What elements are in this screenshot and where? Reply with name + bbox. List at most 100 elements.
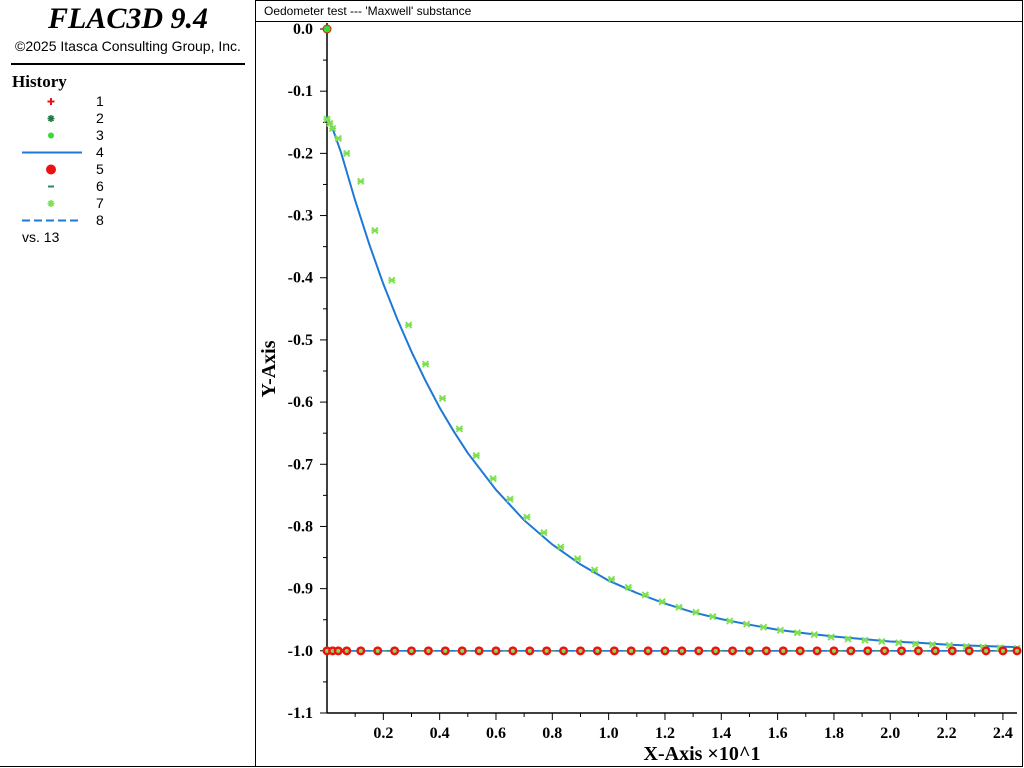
series-7-point [438,394,447,402]
dashed-line-icon [22,219,82,222]
legend-label: 2 [96,110,104,126]
series-7-point [759,623,768,631]
series-7-point [793,629,801,637]
dash-marker-icon [48,185,54,188]
series-7-point [493,648,498,653]
legend-vs-label: vs. 13 [22,229,60,245]
series-7-point [798,648,803,653]
series-7-point [325,648,329,653]
copyright-text: ©2025 Itasca Consulting Group, Inc. [15,38,241,54]
series-7-point [1000,648,1005,653]
legend-label: 5 [96,161,104,177]
y-tick-label: 0.0 [293,21,313,38]
series-7-point [323,115,331,123]
legend-item-5: 5 [0,161,256,178]
series-7-point [844,635,852,643]
x-tick-label: 0.2 [373,725,393,742]
series-7-point [679,648,684,653]
series-7-point [742,620,751,628]
x-tick-label: 0.4 [430,725,450,742]
title-divider [256,21,1022,22]
cross-marker-icon [47,115,55,122]
x-tick-label: 0.6 [486,725,506,742]
legend-label: 3 [96,127,104,143]
plus-marker-icon [47,98,55,105]
series-7-point [764,648,769,653]
series-7-point [375,648,380,653]
y-axis-title: Y-Axis [258,340,280,397]
legend-panel: FLAC3D 9.4 ©2025 Itasca Consulting Group… [0,0,256,767]
legend-label: 4 [96,144,104,160]
series-7-point [950,648,955,653]
series-3-point [323,25,331,33]
series-7-point [865,648,870,653]
series-7-point [557,543,565,551]
series-7-point [810,631,818,639]
divider [11,63,245,65]
x-tick-label: 0.8 [542,725,562,742]
series-7-point [781,648,786,653]
series-7-point [421,360,430,368]
legend-item-8: 8 [0,212,256,229]
series-7-point [388,276,396,284]
series-7-point [899,648,904,653]
series-7-point [916,648,921,653]
series-7-point [371,226,379,235]
y-tick-label: -0.8 [288,518,313,535]
y-tick-label: -0.4 [288,270,313,287]
series-7-point [641,591,649,599]
series-7-point [933,648,938,653]
series-7-point [523,513,531,521]
series-7-point [692,608,700,616]
series-7-point [861,636,869,644]
y-tick-label: -1.0 [288,643,313,660]
y-tick-label: -0.1 [288,83,313,100]
series-7-point [334,134,342,143]
legend-item-6: 6 [0,178,256,195]
solid-line-icon [22,151,82,154]
series-7-point [455,425,464,433]
series-7-point [574,555,582,563]
series-7-point [612,648,617,653]
series-7-point [409,648,414,653]
series-7-point [330,648,335,653]
series-7-point [561,648,566,653]
app-title: FLAC3D 9.4 [47,2,209,35]
series-7-point [713,648,718,653]
series-7-point [472,451,480,460]
legend-item-2: 2 [0,110,256,127]
series-7-point [443,648,448,653]
series-7-point [629,648,634,653]
series-7-point [328,124,337,133]
series-7-point [357,177,365,185]
series-7-point [544,648,549,653]
series-7-point [696,648,701,653]
series-7-point [747,648,752,653]
series-7-point [848,648,853,653]
series-7-point [336,648,341,653]
x-tick-label: 2.4 [993,725,1013,742]
y-tick-label: -0.9 [288,581,313,598]
series-7-point [489,474,497,483]
legend-label: 6 [96,178,104,194]
series-7-point [662,648,667,653]
series-7-point [326,119,334,128]
series-7-point [730,648,735,653]
y-tick-label: -0.5 [288,332,313,349]
legend-item-4: 4 [0,144,256,161]
plot-panel: 0.0 -0.1 -0.2 -0.3 -0.4 -0.5 -0.6 -0.7 -0.8 -0.9 -… [256,0,1023,767]
x-axis-title: X-Axis ×10^1 [644,743,761,765]
series-7-point [590,566,599,574]
x-tick-label: 1.4 [711,725,731,742]
dot-marker-icon [48,132,54,139]
series-7-point [967,648,972,653]
series-7-point [658,598,666,606]
x-tick-label: 2.2 [937,725,957,742]
legend-title: History [12,72,67,91]
y-tick-label: -0.6 [288,394,313,411]
series-7-point [709,612,717,621]
series-7-point [595,648,600,653]
series-7-point [607,575,616,583]
big-dot-marker-icon [46,164,56,175]
series-4-line [326,115,1018,649]
